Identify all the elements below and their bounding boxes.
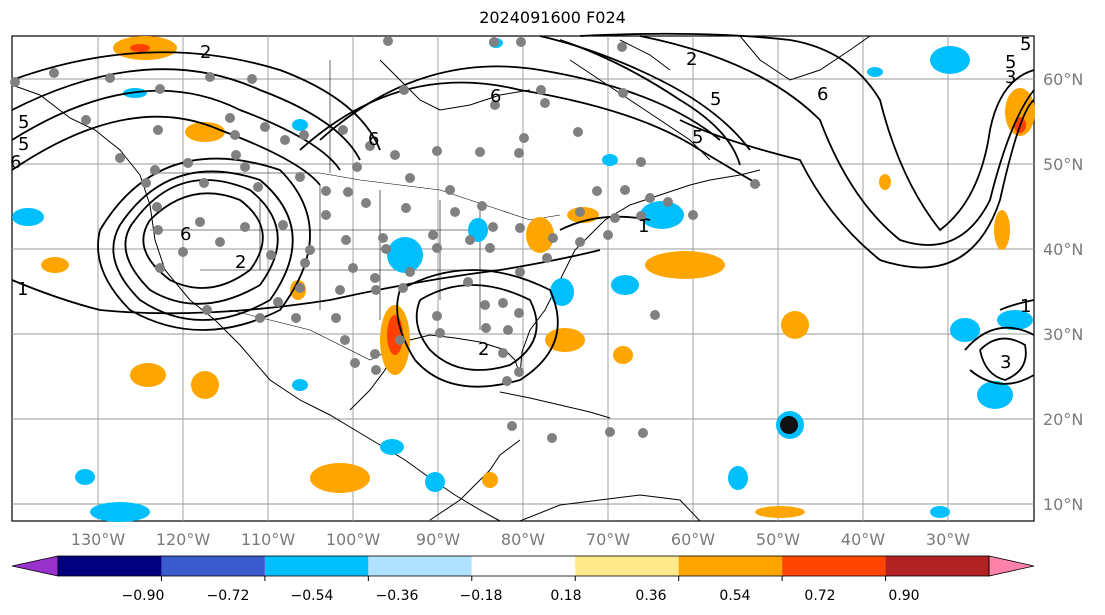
lat-label: 60°N — [1043, 70, 1083, 89]
colorbar-tick-label: −0.90 — [122, 588, 165, 604]
contour-label: 5 — [1005, 52, 1016, 73]
contour-label: 2 — [200, 42, 211, 63]
lon-label: 80°W — [501, 530, 545, 549]
colorbar-tick-label: 0.72 — [804, 588, 835, 604]
colorbar-tick-label: 0.90 — [888, 588, 919, 604]
colorbar-swatch — [161, 556, 265, 576]
contour-label: 5 — [710, 89, 721, 110]
contour-label: 6 — [817, 84, 828, 105]
contour-label: 1 — [1020, 296, 1031, 317]
contour-label: 5 — [18, 134, 29, 155]
lon-label: 50°W — [756, 530, 800, 549]
colorbar-tick-label: −0.72 — [207, 588, 250, 604]
colorbar-labels: −0.90 −0.72 −0.54 −0.36 −0.18 0.18 0.36 … — [122, 588, 920, 604]
colorbar: −0.90 −0.72 −0.54 −0.36 −0.18 0.18 0.36 … — [11, 555, 1035, 604]
map-panel: 2 5 6 5 6 2 6 5 3 5 5 6 1 2 6 2 1 1 3 5 — [10, 32, 1035, 522]
lon-label: 70°W — [586, 530, 630, 549]
lon-label: 60°W — [671, 530, 715, 549]
lon-label: 120°W — [156, 530, 211, 549]
colorbar-swatch — [471, 556, 576, 576]
contour-label: 3 — [1000, 352, 1011, 373]
storm-center-marker — [780, 416, 798, 434]
lon-label: 110°W — [241, 530, 296, 549]
contour-label: 3 — [1005, 67, 1016, 88]
lon-label: 130°W — [71, 530, 126, 549]
lat-label: 40°N — [1043, 240, 1083, 259]
contour-label: 5 — [1020, 34, 1031, 55]
colorbar-tick-label: 0.36 — [635, 588, 666, 604]
contour-label: 6 — [180, 224, 191, 245]
map-title: 2024091600 F024 — [479, 8, 626, 27]
colorbar-tick-label: 0.18 — [550, 588, 581, 604]
colorbar-swatch — [264, 556, 369, 576]
lon-label: 100°W — [326, 530, 381, 549]
lon-label: 30°W — [926, 530, 970, 549]
colorbar-ticks — [160, 576, 887, 581]
contour-label: 2 — [478, 339, 489, 360]
colorbar-tick-label: −0.36 — [376, 588, 419, 604]
contour-label: 1 — [638, 216, 649, 237]
contour-label: 6 — [10, 152, 21, 173]
colorbar-swatch — [58, 556, 162, 576]
colorbar-tick-label: 0.54 — [719, 588, 750, 604]
contour-label: 2 — [686, 49, 697, 70]
lat-label: 50°N — [1043, 155, 1083, 174]
contour-label-group: 2 5 6 5 6 2 6 5 3 5 5 6 1 2 6 2 1 1 3 5 — [10, 34, 1031, 373]
colorbar-swatch — [678, 556, 783, 576]
colorbar-swatch — [782, 556, 886, 576]
colorbar-extend-high — [988, 555, 1035, 577]
colorbar-swatches — [11, 555, 1035, 577]
lat-label: 10°N — [1043, 495, 1083, 514]
lon-label: 40°W — [841, 530, 885, 549]
contour-label: 6 — [368, 129, 379, 150]
contour-label: 5 — [692, 127, 703, 148]
lon-label: 90°W — [416, 530, 460, 549]
latitude-labels: 60°N 50°N 40°N 30°N 20°N 10°N — [1043, 70, 1083, 514]
colorbar-extend-low — [11, 555, 59, 577]
contour-label: 2 — [235, 252, 246, 273]
colorbar-swatch — [368, 556, 472, 576]
lat-label: 20°N — [1043, 410, 1083, 429]
colorbar-tick-label: −0.18 — [460, 588, 503, 604]
negative-anomaly-fills — [12, 38, 1033, 522]
contour-label: 6 — [490, 86, 501, 107]
colorbar-swatch — [575, 556, 679, 576]
contour-label: 1 — [17, 279, 28, 300]
lat-label: 30°N — [1043, 325, 1083, 344]
colorbar-frame — [57, 555, 990, 577]
colorbar-swatch — [885, 556, 989, 576]
contour-label: 5 — [18, 112, 29, 133]
longitude-labels: 130°W 120°W 110°W 100°W 90°W 80°W 70°W 6… — [71, 530, 970, 549]
observation-stations — [10, 36, 760, 443]
colorbar-tick-label: −0.54 — [291, 588, 334, 604]
